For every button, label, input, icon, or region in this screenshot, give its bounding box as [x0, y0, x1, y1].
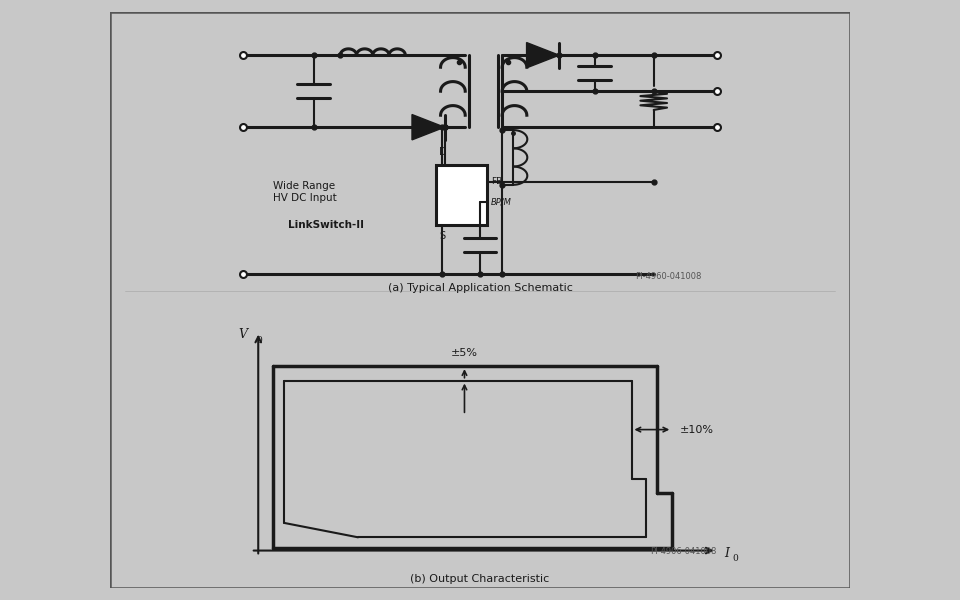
Text: 0: 0 — [256, 336, 262, 345]
Polygon shape — [412, 115, 444, 140]
Text: Wide Range: Wide Range — [273, 181, 335, 191]
Text: PI-4960-041008: PI-4960-041008 — [636, 272, 702, 281]
Text: FB: FB — [492, 177, 502, 186]
Text: D: D — [440, 147, 447, 157]
Polygon shape — [527, 43, 559, 68]
Text: ±5%: ±5% — [451, 347, 478, 358]
Text: HV DC Input: HV DC Input — [273, 193, 337, 203]
Text: (a) Typical Application Schematic: (a) Typical Application Schematic — [388, 283, 572, 293]
Text: PI-4906-041008: PI-4906-041008 — [650, 547, 716, 556]
Text: I: I — [724, 547, 729, 560]
Text: S: S — [440, 231, 445, 241]
Text: V: V — [238, 328, 247, 341]
Text: BP/M: BP/M — [492, 197, 512, 206]
Text: ±10%: ±10% — [680, 425, 713, 434]
Text: (b) Output Characteristic: (b) Output Characteristic — [410, 574, 550, 584]
Text: LinkSwitch-II: LinkSwitch-II — [288, 220, 364, 230]
Bar — [436, 164, 488, 225]
Text: 0: 0 — [732, 554, 738, 563]
